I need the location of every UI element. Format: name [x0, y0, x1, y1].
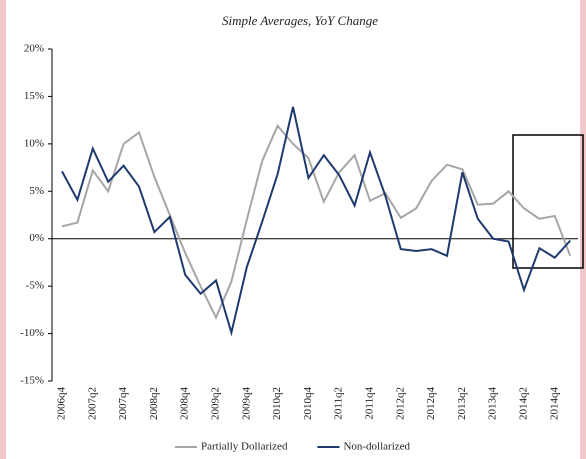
y-tick-label: -15% — [20, 375, 44, 387]
highlight-box — [512, 134, 584, 269]
x-tick-label: 2010q2 — [271, 387, 283, 420]
line-series — [61, 123, 572, 320]
x-tick-label: 2014q2 — [518, 387, 530, 420]
x-tick-label: 2014q4 — [548, 387, 560, 421]
x-tick-label: 2013q4 — [487, 387, 499, 421]
x-tick-label: 2011q4 — [364, 387, 376, 420]
legend-label: Non-dollarized — [343, 441, 410, 453]
chart-title: Simple Averages, YoY Change — [222, 13, 378, 28]
x-tick-label: 2009q2 — [210, 387, 222, 420]
y-tick-label: -5% — [26, 280, 44, 292]
x-tick-label: 2006q4 — [56, 387, 68, 421]
x-tick-label: 2012q4 — [425, 387, 437, 421]
line-series — [61, 106, 571, 337]
x-tick-label: 2007q2 — [86, 387, 98, 420]
y-tick-label: 10% — [24, 137, 44, 149]
plot-background — [6, 0, 580, 459]
x-tick-label: 2010q4 — [302, 387, 314, 421]
x-tick-label: 2011q2 — [333, 387, 345, 420]
x-tick-label: 2007q4 — [117, 387, 129, 421]
x-tick-label: 2008q4 — [179, 387, 191, 421]
x-tick-label: 2013q2 — [456, 387, 468, 420]
y-tick-label: -10% — [20, 327, 44, 339]
y-tick-label: 15% — [24, 90, 44, 102]
x-tick-label: 2012q2 — [394, 387, 406, 420]
y-tick-label: 0% — [29, 232, 44, 244]
x-tick-label: 2009q4 — [240, 387, 252, 421]
x-tick-label: 2008q2 — [148, 387, 160, 420]
legend-label: Partially Dollarized — [201, 441, 288, 453]
y-tick-label: 5% — [29, 185, 44, 197]
y-tick-label: 20% — [24, 43, 44, 55]
